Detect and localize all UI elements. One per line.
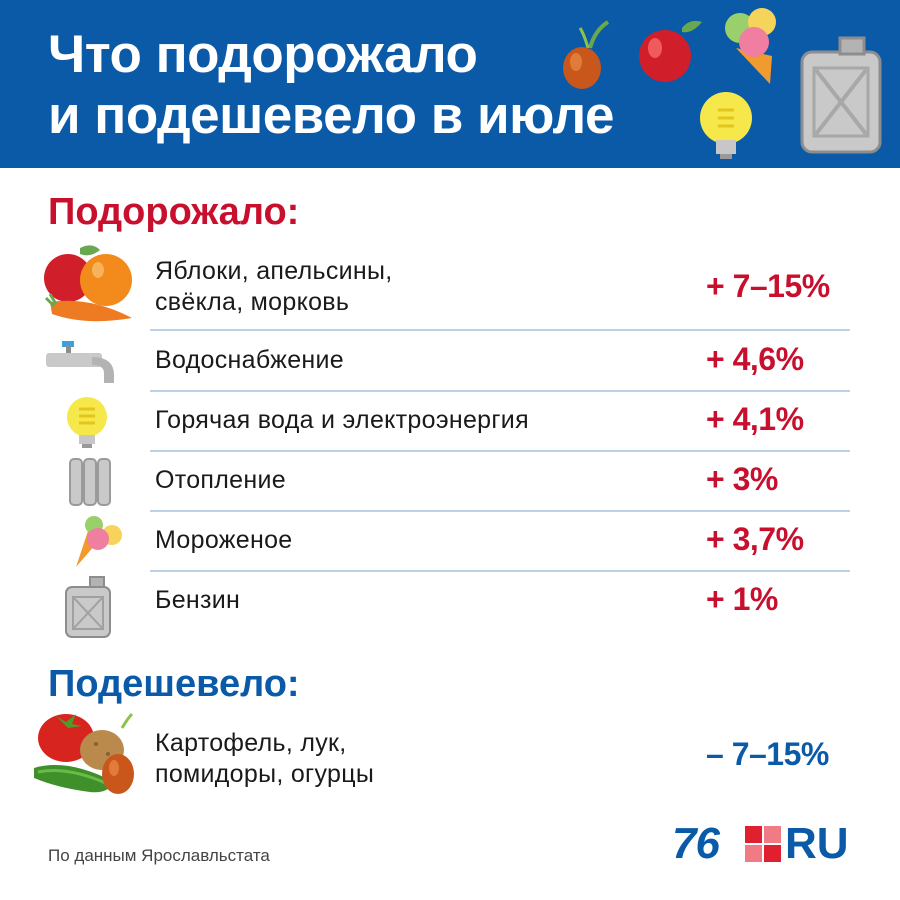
item-label: Мороженое xyxy=(155,526,293,554)
item-label: Горячая вода и электроэнергия xyxy=(155,406,529,434)
section-heading-increased: Подорожало: xyxy=(48,191,300,233)
fuel-canister-icon xyxy=(65,576,111,638)
item-label: Яблоки, апельсины, свёкла, морковь xyxy=(155,257,393,316)
list-item: Горячая вода и электроэнергия + 4,1% xyxy=(40,393,850,449)
item-value: + 1% xyxy=(706,581,778,617)
row-divider xyxy=(150,510,850,512)
list-item: Отопление + 3% xyxy=(40,453,850,509)
item-value: + 4,6% xyxy=(706,341,804,377)
list-item: Водоснабжение + 4,6% xyxy=(40,333,850,389)
row-divider xyxy=(150,390,850,392)
header-banner: Что подорожало и подешевело в июле xyxy=(0,0,900,168)
logo-number: 76 xyxy=(672,819,720,868)
row-divider xyxy=(150,450,850,452)
item-value: – 7–15% xyxy=(706,736,829,772)
item-value: + 3% xyxy=(706,461,778,497)
page-title: Что подорожало и подешевело в июле xyxy=(48,24,614,146)
light-bulb-icon xyxy=(700,92,752,159)
item-value: + 3,7% xyxy=(706,521,804,557)
list-item: Яблоки, апельсины, свёкла, морковь + 7–1… xyxy=(40,238,850,326)
vegetables-icon xyxy=(34,712,134,794)
section-heading-decreased: Подешевело: xyxy=(48,663,300,705)
list-item: Картофель, лук, помидоры, огурцы – 7–15% xyxy=(28,708,838,800)
light-bulb-icon xyxy=(67,397,107,448)
radiator-icon xyxy=(69,458,111,506)
list-item: Бензин + 1% xyxy=(40,573,850,639)
title-line-1: Что подорожало xyxy=(48,25,478,84)
logo-squares-icon xyxy=(745,826,781,862)
item-value: + 7–15% xyxy=(706,268,830,304)
fruits-icon xyxy=(44,245,132,322)
title-line-2: и подешевело в июле xyxy=(48,86,614,145)
item-label: Отопление xyxy=(155,466,286,494)
water-tap-icon xyxy=(46,341,114,383)
item-label: Картофель, лук, помидоры, огурцы xyxy=(155,729,375,788)
ice-cream-icon xyxy=(76,516,122,567)
logo-suffix: RU xyxy=(785,819,849,868)
ice-cream-icon xyxy=(725,8,776,84)
onion-icon xyxy=(563,20,610,89)
apple-icon xyxy=(639,20,702,82)
header-illustration xyxy=(563,8,882,159)
item-label: Бензин xyxy=(155,586,241,614)
source-note: По данным Ярославльстата xyxy=(48,846,270,865)
row-divider xyxy=(150,570,850,572)
item-value: + 4,1% xyxy=(706,401,804,437)
list-item: Мороженое + 3,7% xyxy=(40,513,850,569)
item-label: Водоснабжение xyxy=(155,346,344,374)
row-divider xyxy=(150,329,850,331)
fuel-canister-icon xyxy=(800,36,882,154)
